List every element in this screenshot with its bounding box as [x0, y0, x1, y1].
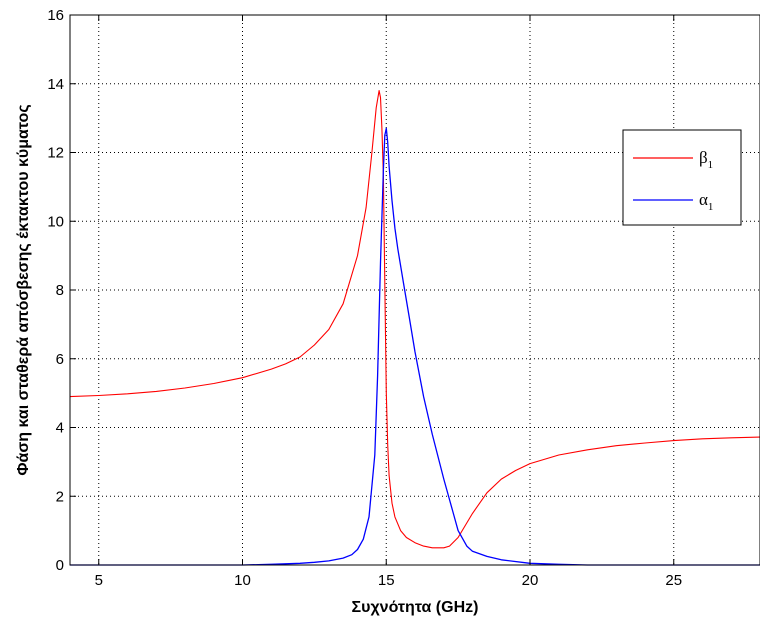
y-tick-label: 12	[47, 145, 64, 162]
legend-box	[622, 129, 742, 226]
y-tick-label: 14	[47, 76, 64, 93]
y-tick-label: 0	[56, 557, 64, 574]
x-axis-label: Συχνότητα (GHz)	[352, 599, 479, 616]
y-tick-label: 8	[56, 282, 64, 299]
y-tick-label: 10	[47, 213, 64, 230]
ticks: 5 10 15 20 25 0 2 4 6 8 10 12 14 16	[47, 7, 682, 589]
grid	[70, 15, 760, 565]
x-tick-label: 5	[95, 572, 103, 589]
plot-lines	[69, 90, 760, 566]
series-line-β1	[69, 90, 760, 549]
y-tick-label: 2	[56, 488, 64, 505]
y-axis-label: Φάση και σταθερά απόσβεσης έκτακτου κύμα…	[15, 104, 32, 475]
x-tick-label: 10	[234, 572, 251, 589]
y-tick-label: 6	[56, 351, 64, 368]
x-tick-label: 20	[522, 572, 539, 589]
y-tick-label: 4	[56, 420, 64, 437]
x-tick-label: 15	[378, 572, 395, 589]
y-tick-label: 16	[47, 7, 64, 24]
series-line-α1	[70, 127, 760, 566]
x-tick-label: 25	[665, 572, 682, 589]
